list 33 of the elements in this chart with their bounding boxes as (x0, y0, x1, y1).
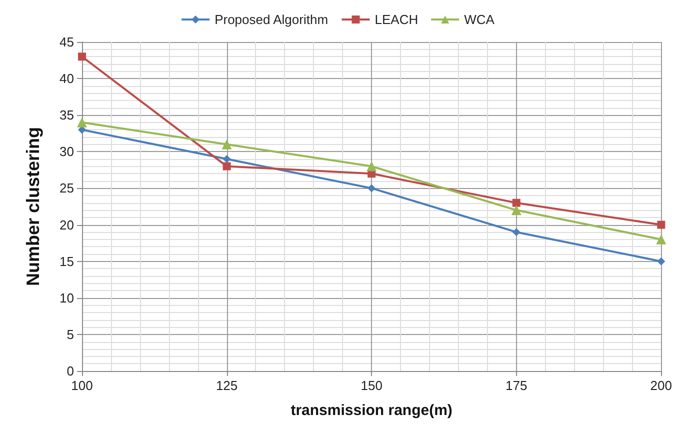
x-tick-label: 175 (506, 378, 528, 393)
y-axis-title: Number clustering (23, 126, 43, 286)
point (366, 161, 377, 172)
point (657, 220, 666, 229)
point (77, 117, 87, 128)
point (222, 162, 231, 170)
x-tick-label: 125 (216, 378, 238, 393)
point (657, 257, 666, 266)
y-tick-label: 35 (60, 108, 74, 123)
y-tick-label: 0 (66, 364, 74, 378)
point (511, 205, 522, 216)
point (368, 184, 376, 192)
point (512, 228, 520, 236)
y-tick-label: 10 (60, 290, 74, 306)
y-tick-label: 45 (60, 34, 74, 50)
point (656, 234, 666, 244)
x-tick-label: 100 (71, 378, 93, 393)
point (222, 139, 232, 150)
legend-label: WCA (464, 12, 495, 27)
legend-label: LEACH (374, 12, 418, 27)
x-tick-label: 200 (650, 378, 672, 393)
y-tick-label: 25 (60, 180, 74, 196)
point (512, 198, 520, 207)
y-tick-label: 15 (60, 254, 74, 269)
y-tick-label: 5 (66, 326, 74, 342)
x-axis-title: transmission range(m) (290, 402, 452, 419)
point (78, 52, 86, 61)
point (222, 154, 231, 163)
y-tick-label: 30 (60, 144, 74, 160)
y-tick-label: 40 (60, 71, 74, 86)
y-tick-label: 20 (60, 217, 74, 232)
x-tick-label: 150 (360, 378, 382, 393)
legend-label: Proposed Algorithm (214, 12, 328, 27)
